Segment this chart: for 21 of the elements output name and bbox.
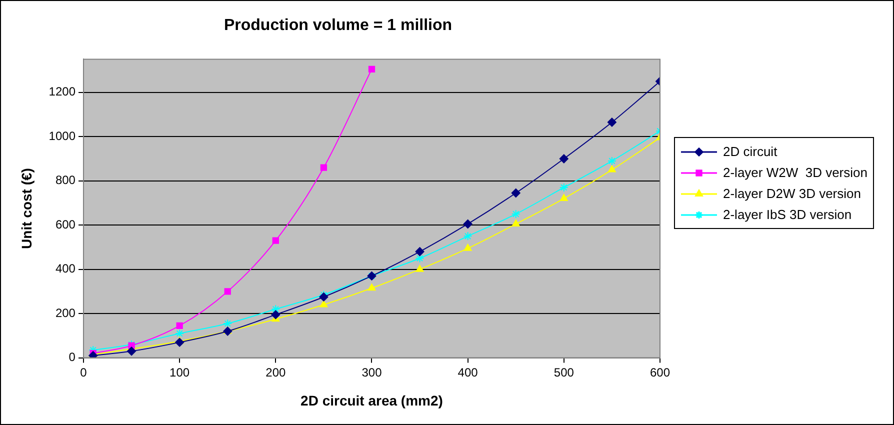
y-tick-label: 400: [55, 262, 76, 276]
y-tick-label: 1200: [48, 84, 76, 99]
y-tick-label: 1000: [48, 128, 76, 143]
y-tick-label: 0: [68, 350, 76, 364]
x-tick-label: 200: [266, 365, 286, 380]
legend-label: 2-layer W2W 3D version: [723, 165, 868, 180]
x-tick-label: 400: [458, 365, 478, 380]
legend-label: 2-layer IbS 3D version: [723, 207, 852, 222]
chart-title: Production volume = 1 million: [224, 17, 452, 34]
x-tick-label: 300: [362, 365, 382, 380]
y-tick-label: 800: [55, 173, 76, 188]
x-tick-label: 600: [650, 365, 670, 380]
y-tick-label: 600: [55, 217, 76, 232]
x-tick-label: 500: [554, 365, 574, 380]
x-tick-label: 0: [80, 365, 88, 380]
y-axis-title: Unit cost (€): [18, 168, 34, 249]
x-axis-title: 2D circuit area (mm2): [300, 392, 443, 408]
legend-label: 2-layer D2W 3D version: [723, 186, 861, 201]
x-tick-label: 100: [170, 365, 190, 380]
y-tick-label: 200: [55, 306, 76, 320]
legend-label: 2D circuit: [723, 144, 778, 159]
